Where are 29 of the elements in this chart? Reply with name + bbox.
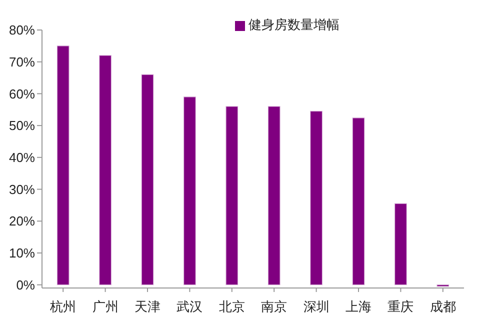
legend-label: 健身房数量增幅: [248, 17, 340, 32]
y-tick-label: 30%: [8, 182, 36, 197]
x-tick-label: 南京: [261, 299, 288, 314]
bar: [141, 74, 154, 286]
bar: [268, 106, 280, 286]
bar: [99, 55, 112, 286]
y-tick-label: 10%: [8, 246, 36, 261]
x-tick-label: 深圳: [303, 299, 330, 314]
bar: [394, 203, 407, 286]
bar: [183, 96, 196, 286]
bar: [56, 46, 70, 286]
bar: [310, 110, 323, 286]
x-tick-label: 北京: [218, 299, 245, 314]
y-tick-label: 0%: [16, 277, 36, 292]
bar: [352, 118, 365, 286]
x-tick-label: 杭州: [49, 299, 76, 314]
y-tick-label: 20%: [8, 214, 36, 229]
y-tick-label: 60%: [8, 86, 36, 102]
x-tick-label: 上海: [346, 299, 372, 314]
x-tick-label: 天津: [134, 299, 160, 314]
x-tick-label: 广州: [92, 299, 118, 314]
y-tick-label: 50%: [8, 118, 36, 134]
bar: [226, 106, 238, 286]
y-tick-label: 40%: [8, 150, 36, 166]
x-tick-label: 武汉: [176, 299, 203, 314]
y-tick-label: 70%: [8, 54, 36, 70]
y-tick-label: 80%: [8, 22, 36, 38]
x-tick-label: 重庆: [388, 299, 414, 314]
x-tick-label: 成都: [430, 299, 456, 314]
